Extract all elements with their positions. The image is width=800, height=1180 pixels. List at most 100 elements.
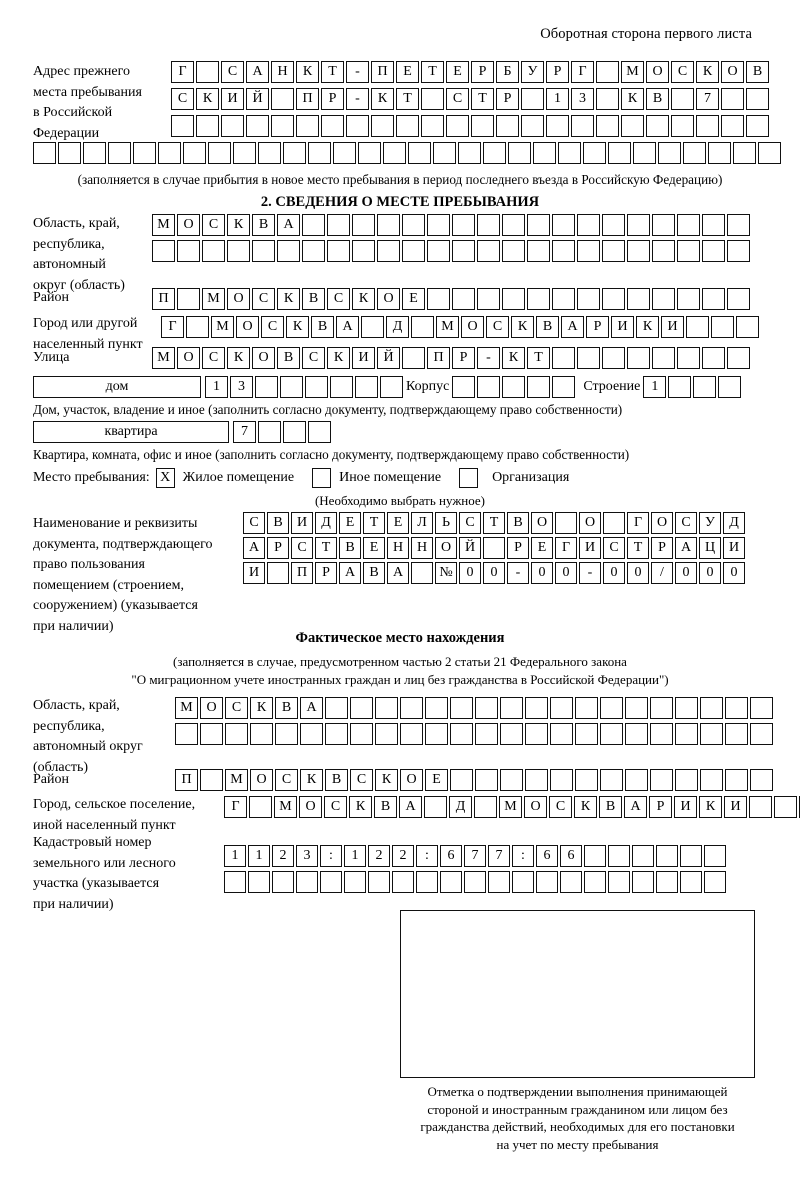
form-cell[interactable]: А [246, 61, 269, 83]
form-cell[interactable]: - [346, 88, 369, 110]
form-cell[interactable]: П [296, 88, 319, 110]
form-cell[interactable] [227, 240, 250, 262]
form-cell[interactable] [325, 697, 348, 719]
form-cell[interactable]: Р [546, 61, 569, 83]
form-cell[interactable] [108, 142, 131, 164]
stroenie-cells[interactable]: 1 [643, 376, 742, 398]
form-cell[interactable] [375, 723, 398, 745]
form-cell[interactable] [408, 142, 431, 164]
form-cell[interactable] [600, 769, 623, 791]
form-cell[interactable]: С [202, 347, 225, 369]
form-cell[interactable]: 0 [723, 562, 745, 584]
form-cell[interactable]: У [521, 61, 544, 83]
form-cell[interactable]: 0 [555, 562, 577, 584]
form-cell[interactable]: - [507, 562, 529, 584]
form-cell[interactable] [718, 376, 742, 398]
form-cell[interactable]: К [227, 347, 250, 369]
form-cell[interactable]: Й [459, 537, 481, 559]
form-cell[interactable]: П [152, 288, 175, 310]
form-cell[interactable]: 6 [560, 845, 582, 867]
form-cell[interactable] [475, 723, 498, 745]
stay-type-row[interactable]: Место пребывания: X Жилое помещение Иное… [33, 467, 569, 489]
form-cell[interactable] [271, 115, 294, 137]
form-cell[interactable] [527, 288, 550, 310]
form-cell[interactable]: 7 [233, 421, 256, 443]
form-cell[interactable] [183, 142, 206, 164]
form-cell[interactable]: Е [363, 537, 385, 559]
form-cell[interactable] [375, 697, 398, 719]
cadastral-row[interactable] [224, 871, 726, 893]
form-cell[interactable] [283, 421, 306, 443]
form-cell[interactable]: И [674, 796, 697, 818]
form-cell[interactable]: К [327, 347, 350, 369]
form-cell[interactable] [433, 142, 456, 164]
form-cell[interactable]: : [320, 845, 342, 867]
form-cell[interactable]: С [327, 288, 350, 310]
form-cell[interactable] [533, 142, 556, 164]
form-cell[interactable] [727, 288, 750, 310]
form-cell[interactable]: С [603, 537, 625, 559]
form-cell[interactable] [450, 723, 473, 745]
form-cell[interactable] [575, 723, 598, 745]
form-cell[interactable] [677, 240, 700, 262]
form-cell[interactable] [512, 871, 534, 893]
form-cell[interactable]: И [723, 537, 745, 559]
form-cell[interactable] [625, 769, 648, 791]
form-cell[interactable] [358, 142, 381, 164]
form-cell[interactable] [258, 421, 281, 443]
form-cell[interactable] [656, 871, 678, 893]
form-cell[interactable] [158, 142, 181, 164]
form-cell[interactable]: Г [161, 316, 184, 338]
form-cell[interactable]: С [324, 796, 347, 818]
form-cell[interactable] [350, 723, 373, 745]
form-cell[interactable]: П [427, 347, 450, 369]
form-cell[interactable] [602, 347, 625, 369]
form-cell[interactable]: М [436, 316, 459, 338]
form-cell[interactable]: 7 [696, 88, 719, 110]
prev-address-row[interactable] [33, 142, 781, 164]
form-cell[interactable] [560, 871, 582, 893]
form-cell[interactable] [221, 115, 244, 137]
form-cell[interactable] [300, 723, 323, 745]
form-cell[interactable] [371, 115, 394, 137]
form-cell[interactable] [477, 214, 500, 236]
form-cell[interactable] [725, 723, 748, 745]
form-cell[interactable]: Р [321, 88, 344, 110]
form-cell[interactable]: С [261, 316, 284, 338]
form-cell[interactable]: С [350, 769, 373, 791]
form-cell[interactable]: С [671, 61, 694, 83]
form-cell[interactable] [700, 697, 723, 719]
form-cell[interactable]: О [250, 769, 273, 791]
form-cell[interactable]: Т [363, 512, 385, 534]
form-cell[interactable]: М [202, 288, 225, 310]
form-cell[interactable]: А [387, 562, 409, 584]
form-cell[interactable]: Р [649, 796, 672, 818]
form-cell[interactable]: Н [387, 537, 409, 559]
form-cell[interactable] [402, 214, 425, 236]
form-cell[interactable]: - [477, 347, 500, 369]
form-cell[interactable] [421, 115, 444, 137]
form-cell[interactable] [302, 214, 325, 236]
form-cell[interactable] [202, 240, 225, 262]
form-cell[interactable]: С [225, 697, 248, 719]
form-cell[interactable]: Т [321, 61, 344, 83]
form-cell[interactable]: Е [446, 61, 469, 83]
form-cell[interactable]: М [274, 796, 297, 818]
form-cell[interactable] [400, 723, 423, 745]
form-cell[interactable] [652, 214, 675, 236]
form-cell[interactable] [446, 115, 469, 137]
form-cell[interactable]: 3 [296, 845, 318, 867]
form-cell[interactable] [702, 240, 725, 262]
form-cell[interactable] [477, 240, 500, 262]
form-cell[interactable] [458, 142, 481, 164]
form-cell[interactable]: 0 [459, 562, 481, 584]
form-cell[interactable] [521, 88, 544, 110]
form-cell[interactable] [452, 288, 475, 310]
form-cell[interactable] [633, 142, 656, 164]
form-cell[interactable] [452, 376, 476, 398]
form-cell[interactable] [483, 142, 506, 164]
form-cell[interactable]: В [507, 512, 529, 534]
